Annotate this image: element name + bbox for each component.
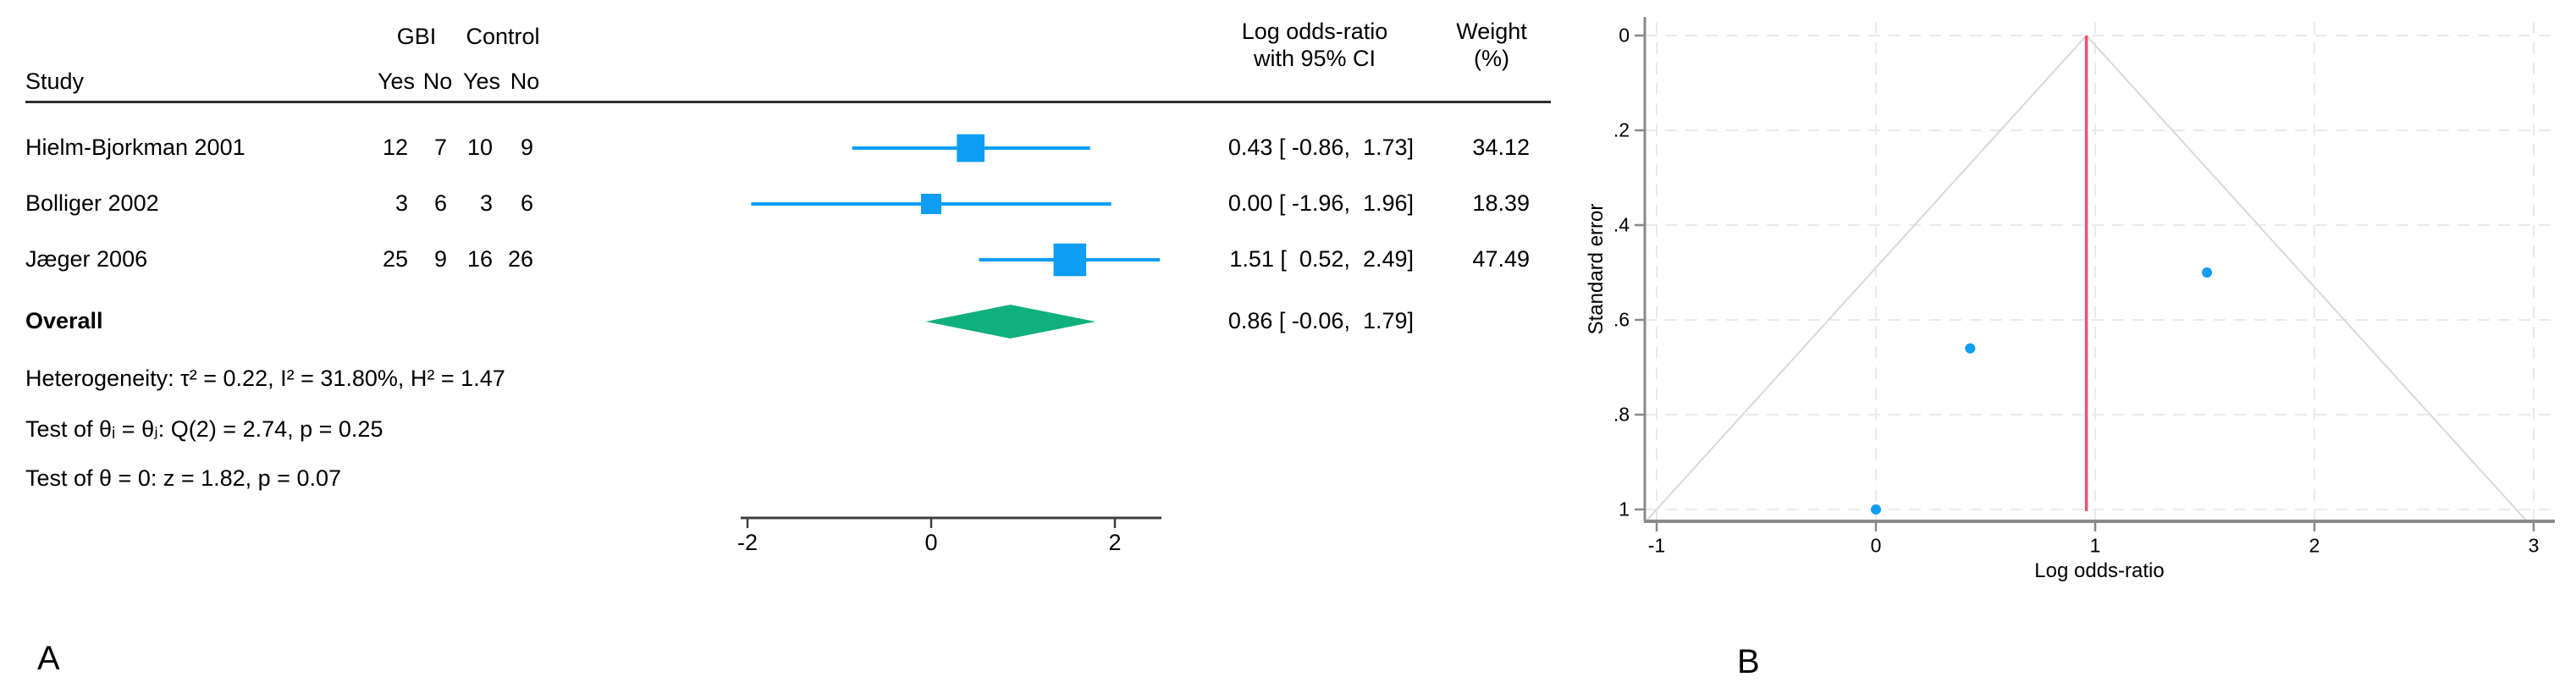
study-name: Hielm-Bjorkman 2001 [25,135,245,161]
forest-x-tick-label: 2 [1108,530,1122,556]
funnel-y-tick-label: 0 [1619,24,1630,47]
funnel-x-tick-label: -1 [1647,534,1666,557]
ci-value: 0.00 [ -1.96, 1.96] [1227,190,1414,217]
forest-weight-square [920,193,942,215]
gbi-no-value: 6 [433,190,447,217]
control-no-value: 9 [520,135,533,161]
control-yes-header: Yes [462,69,501,95]
control-no-value: 6 [520,190,533,217]
control-yes-value: 16 [466,246,493,272]
gbi-group-header: GBI [396,24,437,50]
funnel-y-tick-label: .6 [1613,308,1630,331]
funnel-x-tick-label: 1 [2089,534,2101,557]
weight-column-header-line1: Weight [1456,19,1527,45]
forest-weight-square [957,134,985,162]
ci-value: 1.51 [ 0.52, 2.49] [1229,246,1414,272]
gbi-yes-header: Yes [377,69,416,95]
gbi-no-value: 9 [433,246,447,272]
control-yes-value: 10 [466,135,493,161]
overall-label: Overall [25,308,103,334]
weight-value: 18.39 [1472,190,1530,217]
gbi-yes-value: 25 [382,246,408,272]
ci-value: 0.43 [ -0.86, 1.73] [1227,135,1414,161]
control-no-value: 26 [507,246,533,272]
header-rule [25,101,1551,103]
effect-column-header-line2: with 95% CI [1253,46,1376,72]
forest-overall-diamond [925,305,1096,338]
weight-column-header-line2: (%) [1474,46,1509,72]
panel-b-label: B [1737,643,1760,680]
funnel-y-tick-label: .4 [1613,213,1630,236]
weight-value: 47.49 [1472,246,1530,272]
funnel-y-tick-label: 1 [1619,498,1630,520]
gbi-no-value: 7 [433,135,447,161]
study-name: Bolliger 2002 [25,190,159,217]
forest-weight-square [1053,243,1087,277]
study-column-header: Study [25,69,85,95]
overall-effect-test-stats: Test of θ = 0: z = 1.82, p = 0.07 [25,465,342,492]
study-name: Jæger 2006 [25,246,148,272]
funnel-x-tick-label: 0 [1870,534,1882,557]
funnel-study-point [1965,343,1976,354]
funnel-x-axis-title: Log odds-ratio [2034,559,2165,582]
funnel-x-tick-label: 2 [2308,534,2320,557]
funnel-study-point [1871,504,1881,515]
overall-ci-value: 0.86 [ -0.06, 1.79] [1227,308,1414,334]
gbi-yes-value: 3 [394,190,408,217]
control-yes-value: 3 [479,190,493,217]
effect-column-header-line1: Log odds-ratio [1241,19,1388,45]
funnel-y-tick-label: .8 [1613,403,1630,426]
control-no-header: No [510,69,540,95]
gbi-no-header: No [422,69,453,95]
funnel-pseudo-ci-left-line [1645,35,2088,522]
funnel-study-point [2202,267,2213,278]
homogeneity-test-stats: Test of θᵢ = θⱼ: Q(2) = 2.74, p = 0.25 [25,416,383,443]
forest-x-tick-label: -2 [736,530,758,556]
control-group-header: Control [466,24,540,50]
panel-a-label: A [37,640,60,677]
weight-value: 34.12 [1472,135,1530,161]
forest-x-tick-label: 0 [924,530,938,556]
funnel-pseudo-ci-right-line [2085,35,2528,522]
funnel-x-tick-label: 3 [2528,534,2540,557]
gbi-yes-value: 12 [382,135,408,161]
heterogeneity-stats: Heterogeneity: τ² = 0.22, I² = 31.80%, H… [25,366,505,392]
funnel-y-tick-label: .2 [1613,118,1630,141]
